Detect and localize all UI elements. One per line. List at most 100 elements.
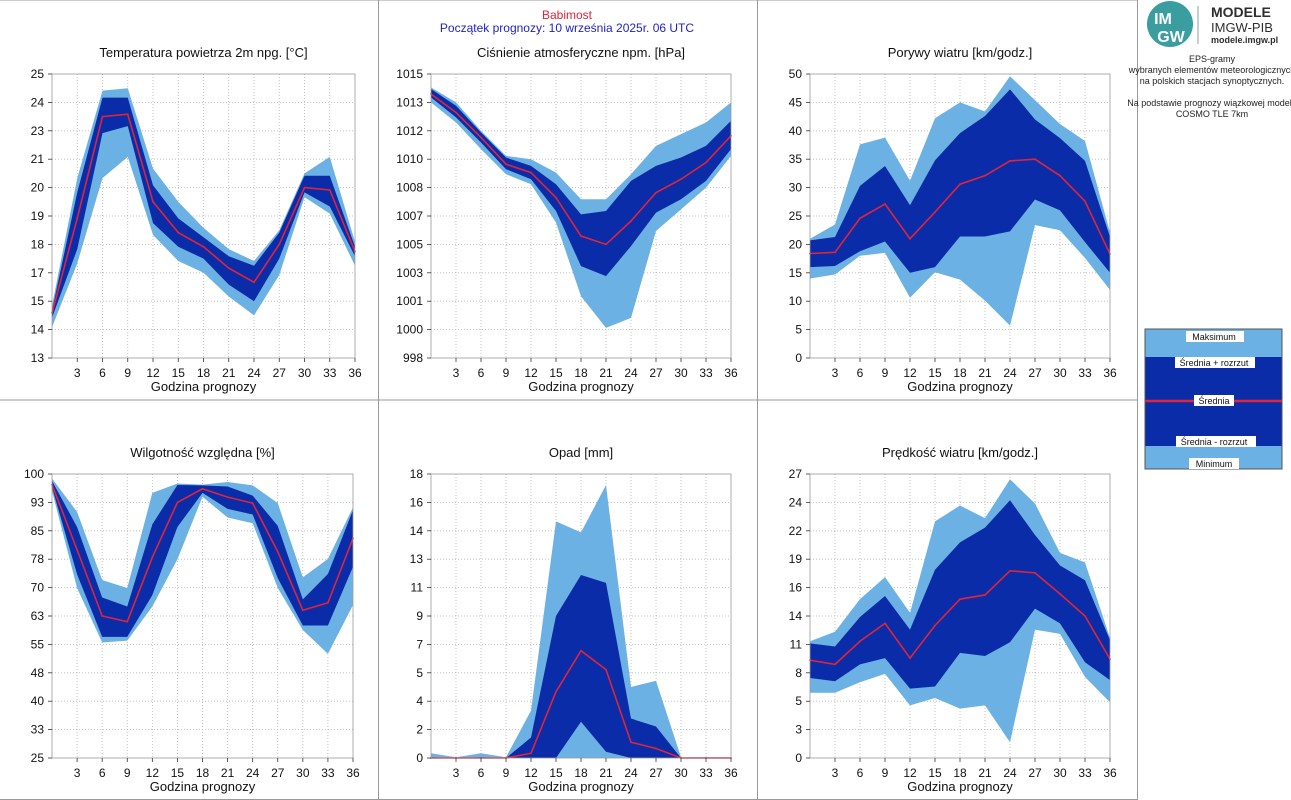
y-tick-label: 78 — [31, 552, 45, 566]
x-tick-label: 21 — [221, 766, 235, 780]
y-tick-label: 9 — [416, 609, 423, 623]
y-tick-label: 0 — [416, 751, 423, 765]
x-tick-label: 12 — [524, 366, 538, 380]
band-mean-spread — [810, 89, 1110, 273]
x-tick-label: 21 — [978, 366, 992, 380]
x-tick-label: 3 — [453, 766, 460, 780]
mean-point — [655, 191, 657, 194]
x-axis-label: Godzina prognozy — [151, 379, 257, 394]
y-tick-label: 25 — [31, 751, 45, 765]
mean-point — [126, 113, 129, 116]
x-tick-label: 9 — [503, 366, 510, 380]
y-tick-label: 22 — [789, 524, 803, 538]
mean-point — [580, 235, 582, 237]
y-tick-label: 1015 — [396, 67, 423, 81]
mean-point — [859, 640, 861, 643]
x-tick-label: 24 — [1003, 366, 1017, 380]
mean-point — [884, 203, 886, 205]
y-tick-label: 11 — [790, 637, 803, 651]
chart-title: Wilgotność względna [%] — [130, 445, 275, 460]
y-tick-label: 18 — [31, 237, 45, 251]
x-tick-label: 12 — [146, 766, 160, 780]
legend-label-max: Maksimum — [1192, 332, 1236, 342]
station-name: Babimost — [542, 8, 593, 22]
mean-point — [705, 161, 707, 164]
x-tick-label: 12 — [524, 766, 538, 780]
mean-point — [884, 622, 886, 625]
x-tick-label: 15 — [549, 766, 563, 780]
y-tick-label: 998 — [403, 351, 423, 365]
mean-point — [152, 200, 154, 203]
mean-point — [655, 747, 657, 750]
y-tick-label: 35 — [789, 152, 803, 166]
x-tick-label: 27 — [273, 366, 287, 380]
mean-point — [327, 601, 329, 604]
mean-point — [303, 186, 306, 189]
mean-point — [1034, 158, 1036, 161]
x-tick-label: 24 — [1003, 766, 1017, 780]
mean-point — [76, 548, 78, 551]
y-tick-label: 27 — [789, 467, 803, 481]
mean-point — [959, 183, 961, 186]
y-tick-label: 5 — [795, 323, 802, 337]
mean-point — [555, 196, 557, 199]
x-tick-label: 9 — [124, 366, 131, 380]
x-tick-label: 12 — [903, 366, 917, 380]
x-tick-label: 15 — [549, 366, 563, 380]
mean-point — [959, 598, 961, 601]
y-tick-label: 55 — [31, 637, 45, 651]
band-mean-spread — [431, 89, 731, 277]
logo-subtitle: IMGW-PIB — [1211, 20, 1273, 35]
y-tick-label: 93 — [31, 495, 45, 509]
mean-point — [934, 211, 936, 213]
y-tick-label: 85 — [31, 524, 45, 538]
mean-point — [934, 624, 936, 627]
mean-point — [859, 217, 861, 220]
legend-label-mean-plus: Średnia + rozrzut — [1180, 357, 1249, 368]
x-tick-label: 15 — [928, 366, 942, 380]
x-tick-label: 3 — [74, 766, 81, 780]
legend-label-mean-minus: Średnia - rozrzut — [1181, 436, 1248, 447]
y-tick-label: 33 — [31, 723, 45, 737]
mean-point — [76, 217, 79, 220]
mean-point — [1034, 571, 1036, 574]
mean-point — [505, 163, 507, 166]
x-tick-label: 9 — [882, 766, 889, 780]
x-tick-label: 24 — [624, 766, 638, 780]
y-tick-label: 25 — [789, 209, 803, 223]
info-line: na polskich stacjach synoptycznych. — [1140, 76, 1285, 86]
y-tick-label: 24 — [31, 95, 45, 109]
imgw-logo: IM GW MODELE IMGW-PIB modele.imgw.pl — [1147, 1, 1278, 47]
mean-point — [1084, 615, 1086, 617]
y-tick-label: 19 — [31, 209, 45, 223]
x-tick-label: 9 — [503, 766, 510, 780]
x-tick-label: 21 — [599, 766, 613, 780]
chart-title: Prędkość wiatru [km/godz.] — [882, 445, 1038, 460]
x-tick-label: 27 — [649, 366, 663, 380]
x-tick-label: 3 — [832, 366, 839, 380]
x-tick-label: 21 — [222, 366, 236, 380]
y-tick-label: 1013 — [396, 95, 423, 109]
y-tick-label: 45 — [789, 95, 803, 109]
x-tick-label: 6 — [857, 766, 864, 780]
x-tick-label: 33 — [699, 366, 713, 380]
y-tick-label: 21 — [31, 152, 45, 166]
mean-point — [680, 178, 682, 181]
x-axis-label: Godzina prognozy — [907, 779, 1013, 794]
x-tick-label: 33 — [1078, 366, 1092, 380]
mean-point — [251, 502, 254, 505]
mean-point — [834, 663, 836, 666]
x-tick-label: 30 — [1053, 766, 1067, 780]
x-tick-label: 30 — [1053, 366, 1067, 380]
y-tick-label: 0 — [795, 751, 802, 765]
y-tick-label: 5 — [795, 694, 802, 708]
y-tick-label: 23 — [31, 124, 45, 138]
x-tick-label: 12 — [903, 766, 917, 780]
mean-point — [126, 620, 129, 623]
y-tick-label: 100 — [24, 467, 44, 481]
info-line: wybranych elementów meteorologicznych — [1128, 65, 1291, 75]
x-axis-label: Godzina prognozy — [907, 379, 1013, 394]
x-tick-label: 9 — [882, 366, 889, 380]
